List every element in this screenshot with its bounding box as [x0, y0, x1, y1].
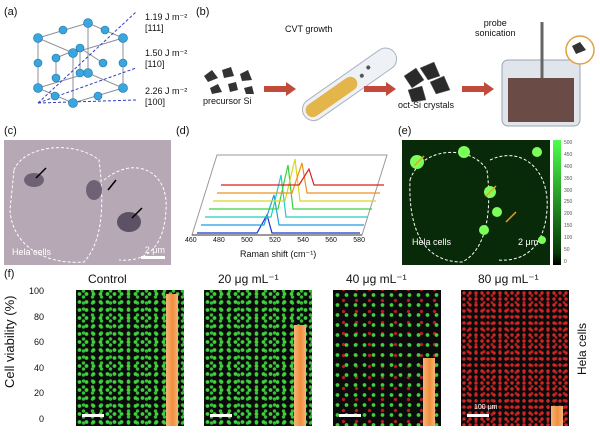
raman-x-ticks: 460 480 500 520 540 560 580 [185, 237, 365, 244]
oct-crystals-label: oct-Si crystals [398, 100, 455, 110]
viability-bar-0 [166, 294, 178, 426]
colorbar-ticks: 500 450 400 350 300 250 200 150 100 50 0 [564, 140, 573, 265]
viability-bar-3 [551, 406, 563, 426]
group-label: 80 μg mL⁻¹ [478, 272, 539, 286]
raman-waterfall-plot [191, 154, 388, 236]
arrow-icon [462, 82, 494, 96]
probe-sonication-label: probe sonication [475, 18, 516, 38]
arrow-icon [364, 82, 396, 96]
viability-bar-2 [423, 358, 435, 426]
scale-label: 100 μm [474, 404, 498, 411]
group-label: Control [88, 272, 127, 286]
panel-f-label: (f) [4, 268, 15, 280]
raman-x-label: Raman shift (cm⁻¹) [240, 249, 317, 259]
panel-a-label: (a) [4, 6, 18, 18]
scale-bar [82, 414, 104, 417]
panel-d-label: (d) [176, 125, 190, 137]
arrow-icon [264, 82, 296, 96]
cvt-growth-label: CVT growth [285, 24, 333, 34]
colorbar [553, 140, 561, 265]
precursor-label: precursor Si [203, 96, 252, 106]
scale-label: 2 μm [144, 245, 165, 255]
micrograph-80 [461, 290, 569, 426]
panel-c-label: (c) [4, 125, 17, 137]
energy-110: 1.50 J m⁻² [110] [145, 48, 188, 69]
scale-bar [210, 414, 232, 417]
group-label: 20 μg mL⁻¹ [218, 272, 279, 286]
energy-100: 2.26 J m⁻² [100] [145, 86, 188, 107]
y-axis-label: Cell viability (%) [2, 295, 17, 388]
group-label: 40 μg mL⁻¹ [346, 272, 407, 286]
cell-label: Hela cells [412, 237, 452, 247]
side-label: Hela cells [575, 322, 589, 375]
synthesis-scheme [204, 22, 595, 127]
panel-e-label: (e) [398, 125, 412, 137]
energy-111: 1.19 J m⁻² [111] [145, 12, 188, 33]
panel-b-label: (b) [196, 6, 210, 18]
scale-bar [339, 414, 361, 417]
viability-bar-1 [294, 325, 306, 426]
y-ticks: 100 80 60 40 20 0 [28, 286, 44, 424]
scale-bar [467, 414, 489, 417]
hela-optical-image: Hela cells 2 μm [4, 140, 171, 265]
raman-map-image: Hela cells 2 μm [402, 140, 550, 265]
silicon-lattice-diagram [33, 11, 137, 108]
scale-label: 2 μm [518, 237, 539, 247]
cell-label: Hela cells [12, 247, 52, 257]
